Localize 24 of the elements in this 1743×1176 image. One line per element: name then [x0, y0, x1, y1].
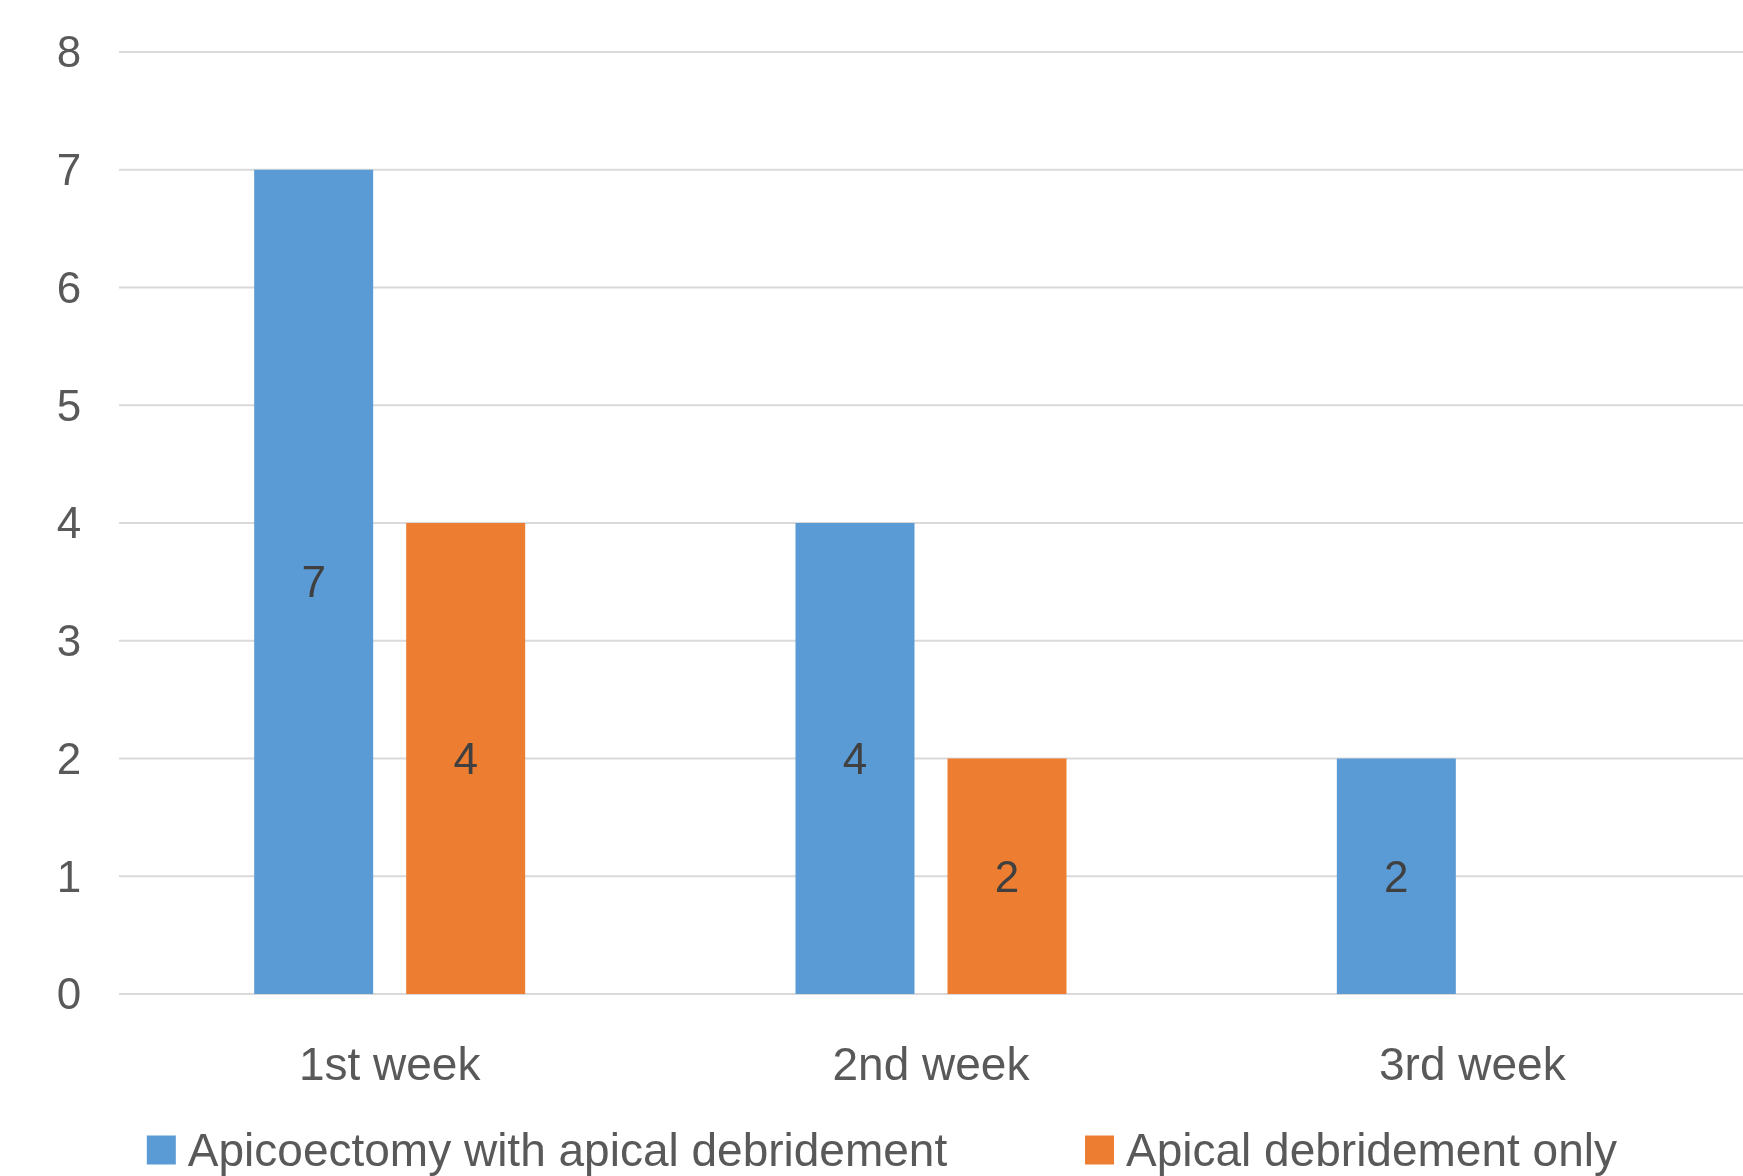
x-tick-label: 2nd week — [832, 1038, 1031, 1091]
bar — [254, 169, 374, 994]
legend-label: Apical debridement only — [1126, 1124, 1617, 1176]
y-tick-label: 8 — [56, 27, 82, 77]
data-label: 2 — [1384, 851, 1409, 901]
bar — [795, 523, 915, 994]
y-tick-label: 6 — [56, 262, 82, 312]
data-label: 4 — [453, 733, 478, 783]
data-label: 2 — [994, 851, 1020, 901]
bar — [1336, 758, 1456, 994]
y-tick-label: 4 — [56, 498, 82, 548]
y-tick-label: 3 — [56, 616, 82, 666]
y-tick-label: 2 — [56, 733, 82, 783]
x-tick-label: 3rd week — [1379, 1038, 1567, 1091]
y-tick-label: 5 — [56, 380, 82, 430]
y-tick-label: 0 — [56, 969, 82, 1019]
y-tick-label: 7 — [56, 145, 82, 195]
bar — [406, 523, 526, 994]
bar — [947, 758, 1067, 994]
x-tick-label: 1st week — [298, 1038, 482, 1091]
legend-label: Apicoectomy with apical debridement — [187, 1124, 948, 1176]
data-label: 7 — [301, 557, 326, 607]
data-label: 4 — [842, 733, 868, 783]
y-tick-label: 1 — [56, 851, 82, 901]
